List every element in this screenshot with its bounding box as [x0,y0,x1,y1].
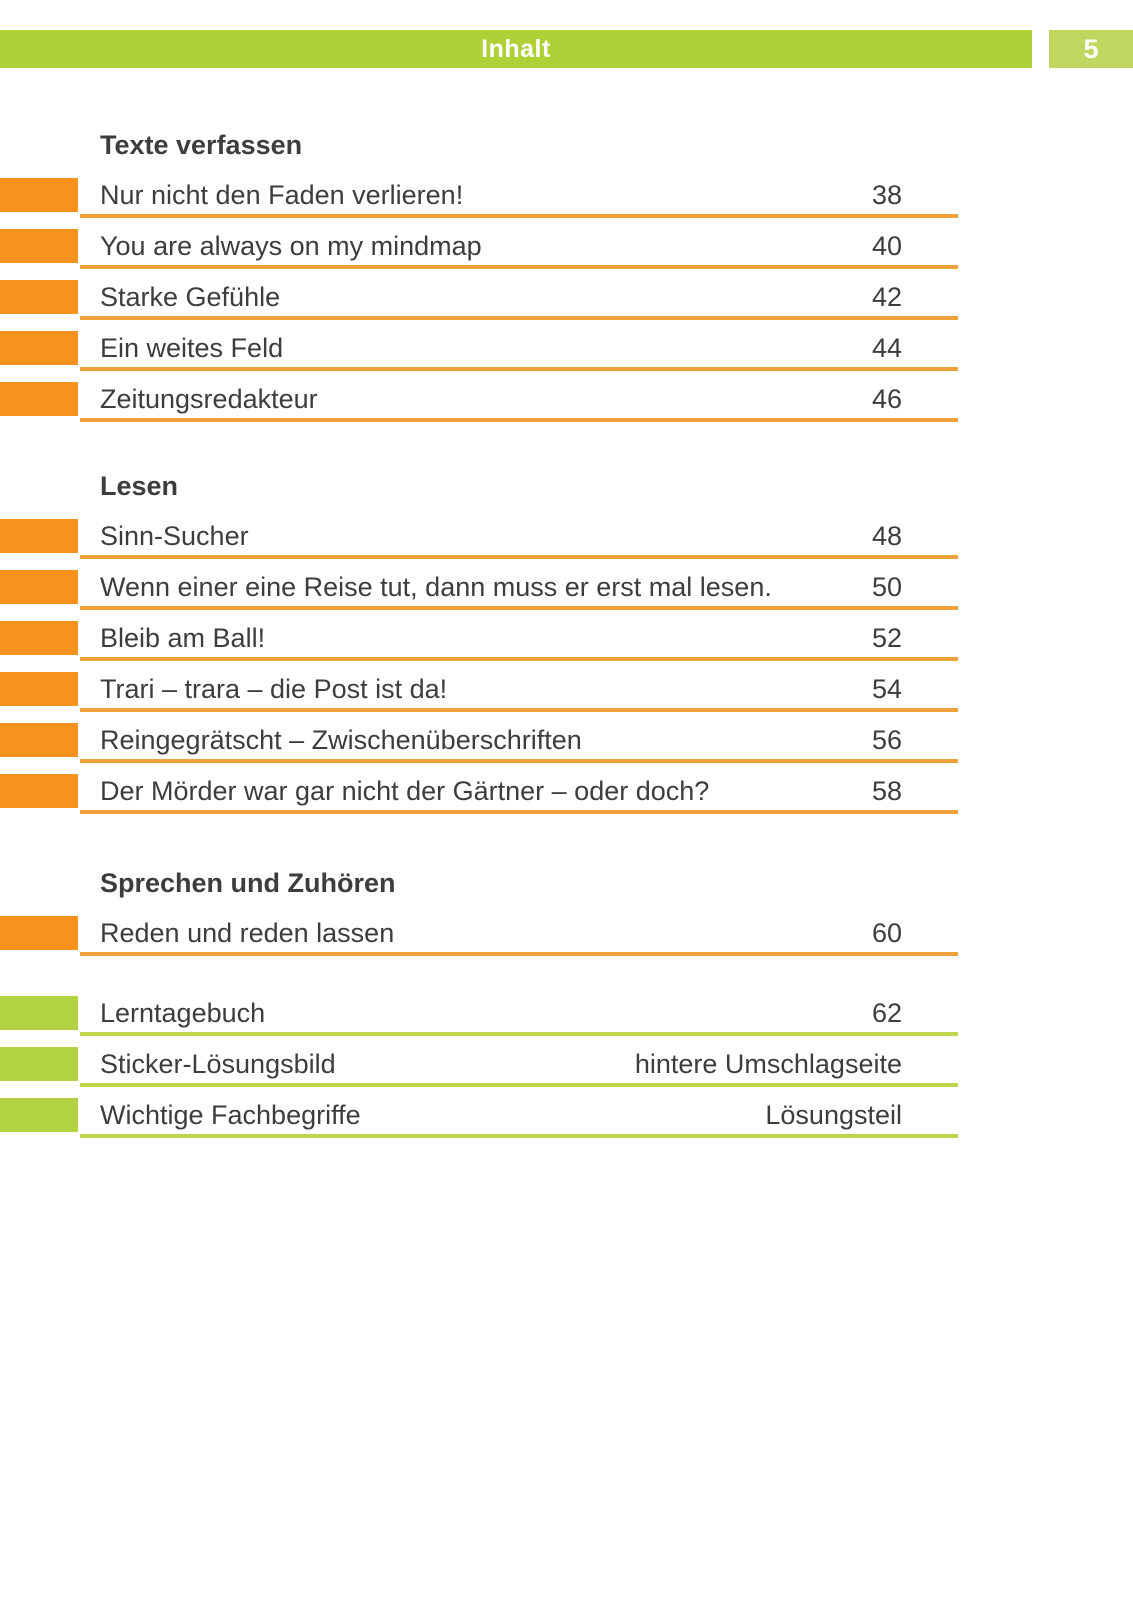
toc-entry: Der Mörder war gar nicht der Gärtner – o… [0,774,958,814]
entry-marker [0,672,78,706]
entry-page: 50 [871,572,902,602]
toc-entry: Wichtige Fachbegriffe Lösungsteil [0,1098,958,1138]
entry-page: Lösungsteil [765,1100,902,1130]
entry-marker [0,1047,78,1081]
entry-rule [80,708,958,712]
entry-rule [80,316,958,320]
section-heading-lesen: Lesen [100,471,179,501]
entry-page: 52 [871,623,902,653]
toc-entry: Reden und reden lassen 60 [0,916,958,956]
entry-marker [0,774,78,808]
entry-rule [80,367,958,371]
page-number: 5 [1083,33,1099,64]
entry-marker [0,916,78,950]
entry-rule [80,606,958,610]
entry-title: Wenn einer eine Reise tut, dann muss er … [100,572,772,602]
page-title: Inhalt [481,34,551,63]
entry-title: Trari – trara – die Post ist da! [100,674,448,704]
entry-page: 48 [871,521,902,551]
entry-page: hintere Umschlagseite [634,1049,902,1079]
toc-entry: Sinn-Sucher 48 [0,519,958,559]
entry-rule [80,1134,958,1138]
header-bar: Inhalt [0,30,1032,68]
entry-page: 44 [871,333,902,363]
entry-page: 56 [871,725,902,755]
entry-title: Wichtige Fachbegriffe [100,1100,361,1130]
entry-marker [0,723,78,757]
entry-marker [0,570,78,604]
section-heading-sprechen-und-zuhoeren: Sprechen und Zuhören [100,868,396,898]
entry-title: Bleib am Ball! [100,623,266,653]
entry-title: Nur nicht den Faden verlieren! [100,180,464,210]
entry-title: Reingegrätscht – Zwischenüberschriften [100,725,582,755]
entry-page: 46 [871,384,902,414]
entry-page: 54 [871,674,902,704]
entry-title: Reden und reden lassen [100,918,395,948]
entry-page: 42 [871,282,902,312]
toc-entry: Starke Gefühle 42 [0,280,958,320]
entry-title: Der Mörder war gar nicht der Gärtner – o… [100,776,710,806]
entry-rule [80,657,958,661]
entry-title: Zeitungsredakteur [100,384,318,414]
entry-rule [80,1032,958,1036]
entry-title: You are always on my mindmap [100,231,482,261]
toc-entry: Nur nicht den Faden verlieren! 38 [0,178,958,218]
entry-marker [0,178,78,212]
toc-entry: Reingegrätscht – Zwischenüberschriften 5… [0,723,958,763]
entry-marker [0,229,78,263]
section-heading-texte-verfassen: Texte verfassen [100,130,303,160]
entry-rule [80,810,958,814]
entry-title: Starke Gefühle [100,282,281,312]
toc-entry: Ein weites Feld 44 [0,331,958,371]
entry-marker [0,519,78,553]
entry-rule [80,265,958,269]
entry-page: 62 [871,998,902,1028]
entry-rule [80,1083,958,1087]
toc-entry: Lerntagebuch 62 [0,996,958,1036]
entry-rule [80,759,958,763]
toc-entry: You are always on my mindmap 40 [0,229,958,269]
toc-entry: Bleib am Ball! 52 [0,621,958,661]
entry-page: 40 [871,231,902,261]
entry-rule [80,555,958,559]
entry-title: Ein weites Feld [100,333,284,363]
entry-title: Sticker-Lösungsbild [100,1049,336,1079]
entry-rule [80,952,958,956]
entry-marker [0,1098,78,1132]
toc-entry: Trari – trara – die Post ist da! 54 [0,672,958,712]
entry-marker [0,382,78,416]
entry-title: Lerntagebuch [100,998,266,1028]
entry-page: 60 [871,918,902,948]
table-of-contents: Texte verfassen Nur nicht den Faden verl… [0,130,958,1138]
appendix-group: Lerntagebuch 62 Sticker-Lösungsbild hint… [0,996,958,1138]
entry-marker [0,621,78,655]
entry-title: Sinn-Sucher [100,521,249,551]
toc-entry: Wenn einer eine Reise tut, dann muss er … [0,570,958,610]
entry-marker [0,996,78,1030]
entry-rule [80,214,958,218]
entry-page: 58 [871,776,902,806]
toc-entry: Zeitungsredakteur 46 [0,382,958,422]
entry-marker [0,280,78,314]
entry-rule [80,418,958,422]
toc-entry: Sticker-Lösungsbild hintere Umschlagseit… [0,1047,958,1087]
entry-marker [0,331,78,365]
page-number-badge: 5 [1049,30,1133,68]
entry-page: 38 [871,180,902,210]
